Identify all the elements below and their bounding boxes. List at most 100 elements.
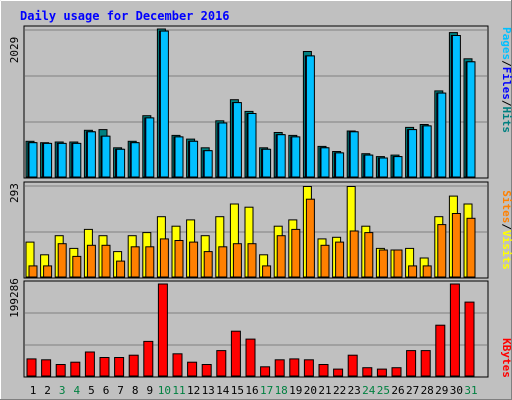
sites-bar: [408, 265, 418, 278]
ymax-label-mid: 293: [8, 183, 21, 203]
ymax-label-bottom: 199286: [8, 278, 21, 318]
x-tick-label: 16: [245, 384, 258, 397]
x-tick-label: 24: [362, 384, 376, 397]
kbytes-bar: [99, 357, 110, 377]
x-tick-label: 2: [44, 384, 51, 397]
pages-bar: [72, 142, 82, 178]
kbytes-bar: [230, 330, 241, 377]
sites-bar: [116, 260, 126, 278]
gridlines: [25, 29, 487, 346]
sites-bar: [364, 232, 374, 278]
pages-bar: [378, 157, 388, 178]
x-tick-label: 18: [275, 384, 288, 397]
sites-bar: [101, 244, 111, 278]
x-tick-label: 10: [158, 384, 171, 397]
pages-bar: [247, 113, 257, 178]
x-tick-label: 9: [146, 384, 153, 397]
pages-bar: [101, 135, 111, 178]
kbytes-bar: [55, 364, 66, 377]
x-tick-label: 21: [318, 384, 331, 397]
kbytes-bar: [449, 283, 460, 377]
sites-bar: [159, 238, 169, 278]
sites-bar: [451, 213, 461, 278]
kbytes-bar: [318, 364, 329, 377]
kbytes-bar: [84, 351, 95, 377]
pages-bar: [130, 142, 140, 178]
kbytes-bar: [333, 368, 344, 377]
sites-bar: [218, 246, 228, 278]
kbytes-bar: [376, 368, 387, 377]
kbytes-bar: [157, 283, 168, 377]
x-tick-label: 14: [216, 384, 230, 397]
pages-bar: [28, 142, 38, 178]
sites-bar: [291, 228, 301, 278]
sites-bar: [466, 217, 476, 278]
bars: [25, 28, 476, 377]
chart-title: Daily usage for December 2016: [20, 9, 230, 23]
pages-bar: [203, 150, 213, 178]
pages-bar: [466, 61, 476, 178]
kbytes-bar: [245, 338, 256, 377]
kbytes-bar: [362, 367, 373, 377]
x-tick-label: 12: [187, 384, 200, 397]
pages-bar: [57, 142, 67, 178]
sites-bar: [130, 246, 140, 278]
pages-bar: [232, 102, 242, 178]
pages-bar: [159, 30, 169, 178]
pages-bar: [335, 152, 345, 178]
x-axis-labels: 1 2 3 4 5 6 7 8 9 10 11 12 13 14 15 16 17 18 19 20 21 22 23 24 2…: [30, 384, 478, 397]
sites-bar: [57, 243, 67, 278]
sites-bar: [320, 244, 330, 278]
pages-bar: [393, 156, 403, 178]
kbytes-bar: [347, 354, 358, 377]
pages-bar: [349, 131, 359, 178]
legend-sites: Sites: [500, 190, 512, 223]
kbytes-bar: [26, 358, 37, 377]
kbytes-bar: [114, 357, 125, 377]
legend-kbytes: KBytes: [500, 338, 512, 378]
sites-bar: [247, 243, 257, 278]
x-tick-label: 20: [304, 384, 317, 397]
x-tick-label: 4: [73, 384, 80, 397]
x-tick-label: 25: [377, 384, 390, 397]
kbytes-bar: [274, 359, 285, 377]
sites-bar: [86, 244, 96, 278]
x-tick-label: 3: [59, 384, 66, 397]
legend-separator: /: [500, 100, 512, 107]
sites-bar: [174, 240, 184, 278]
sites-bar: [422, 265, 432, 278]
pages-bar: [437, 92, 447, 178]
legend-separator: /: [500, 223, 512, 230]
sites-bar: [378, 249, 388, 278]
pages-bar: [276, 134, 286, 178]
sites-bar: [232, 243, 242, 278]
x-tick-label: 13: [202, 384, 215, 397]
pages-bar: [174, 136, 184, 178]
legend-pages: Pages: [500, 27, 512, 60]
x-tick-label: 19: [289, 384, 302, 397]
kbytes-bar: [41, 359, 52, 377]
legend-separator: /: [500, 60, 512, 67]
sites-bar: [393, 249, 403, 278]
kbytes-bar: [391, 367, 402, 377]
pages-bar: [422, 125, 432, 178]
x-tick-label: 15: [231, 384, 244, 397]
kbytes-bar: [303, 359, 314, 377]
x-tick-label: 17: [260, 384, 273, 397]
x-tick-label: 8: [132, 384, 139, 397]
pages-bar: [291, 136, 301, 178]
kbytes-bar: [464, 301, 475, 377]
x-tick-label: 1: [30, 384, 37, 397]
x-tick-label: 11: [172, 384, 185, 397]
sites-bar: [335, 241, 345, 278]
kbytes-bar: [128, 354, 139, 377]
kbytes-bar: [260, 366, 271, 377]
legend-files: Files: [500, 67, 512, 100]
pages-bar: [189, 140, 199, 178]
kbytes-bar: [216, 350, 227, 377]
x-tick-label: 30: [450, 384, 463, 397]
x-tick-label: 29: [435, 384, 448, 397]
sites-bar: [145, 246, 155, 278]
pages-bar: [305, 55, 315, 178]
